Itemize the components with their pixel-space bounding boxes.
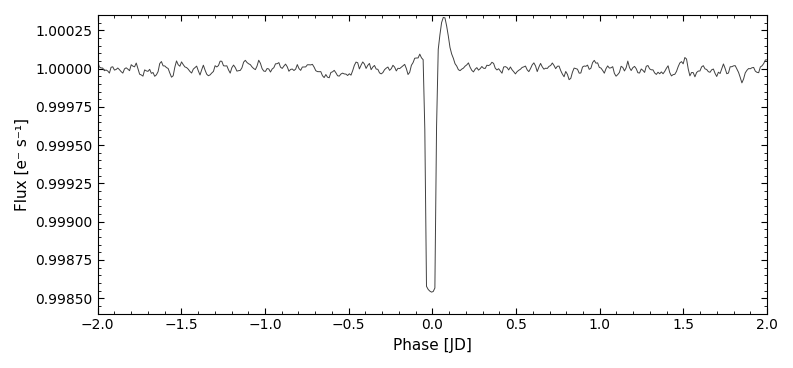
Y-axis label: Flux [e⁻ s⁻¹]: Flux [e⁻ s⁻¹] bbox=[15, 118, 30, 211]
X-axis label: Phase [JD]: Phase [JD] bbox=[393, 338, 472, 353]
